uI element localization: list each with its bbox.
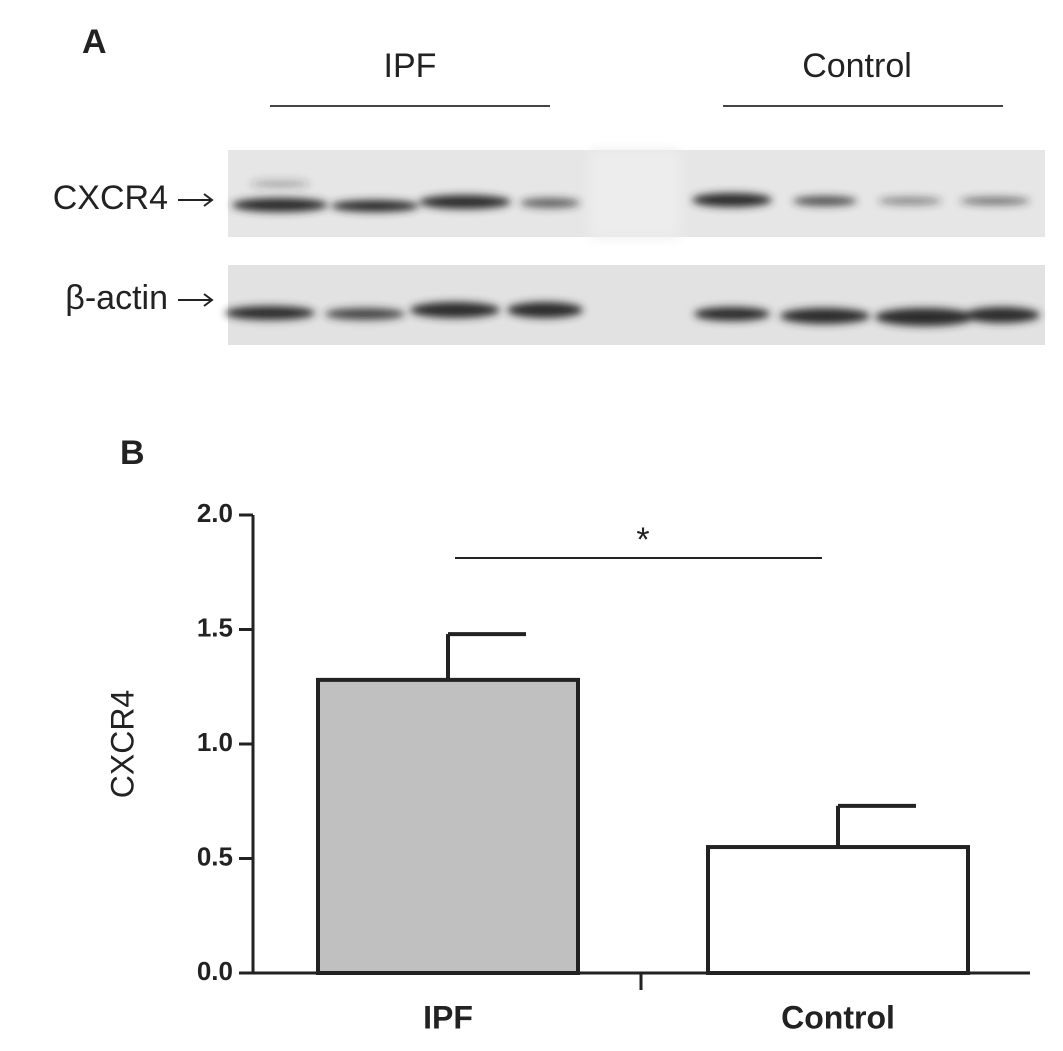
row-label: CXCR4 <box>53 179 168 217</box>
y-tick-label: 0.5 <box>197 841 233 871</box>
y-tick-label: 1.0 <box>197 727 233 757</box>
arrows <box>178 193 214 307</box>
y-tick-label: 1.5 <box>197 612 233 642</box>
group-label: IPF <box>384 47 437 85</box>
blot <box>225 150 1045 345</box>
row-label: β-actin <box>65 279 168 317</box>
x-tick-label: IPF <box>423 999 473 1035</box>
panel-label: A <box>82 23 107 61</box>
y-tick-label: 0.0 <box>197 956 233 986</box>
panel-label: B <box>120 434 145 472</box>
bar <box>706 845 970 975</box>
significance-label: * <box>636 521 649 559</box>
y-tick-label: 2.0 <box>197 498 233 528</box>
group-label: Control <box>802 47 912 85</box>
bar <box>316 677 580 975</box>
x-tick-label: Control <box>781 999 895 1035</box>
y-axis-label: CXCR4 <box>104 690 140 798</box>
